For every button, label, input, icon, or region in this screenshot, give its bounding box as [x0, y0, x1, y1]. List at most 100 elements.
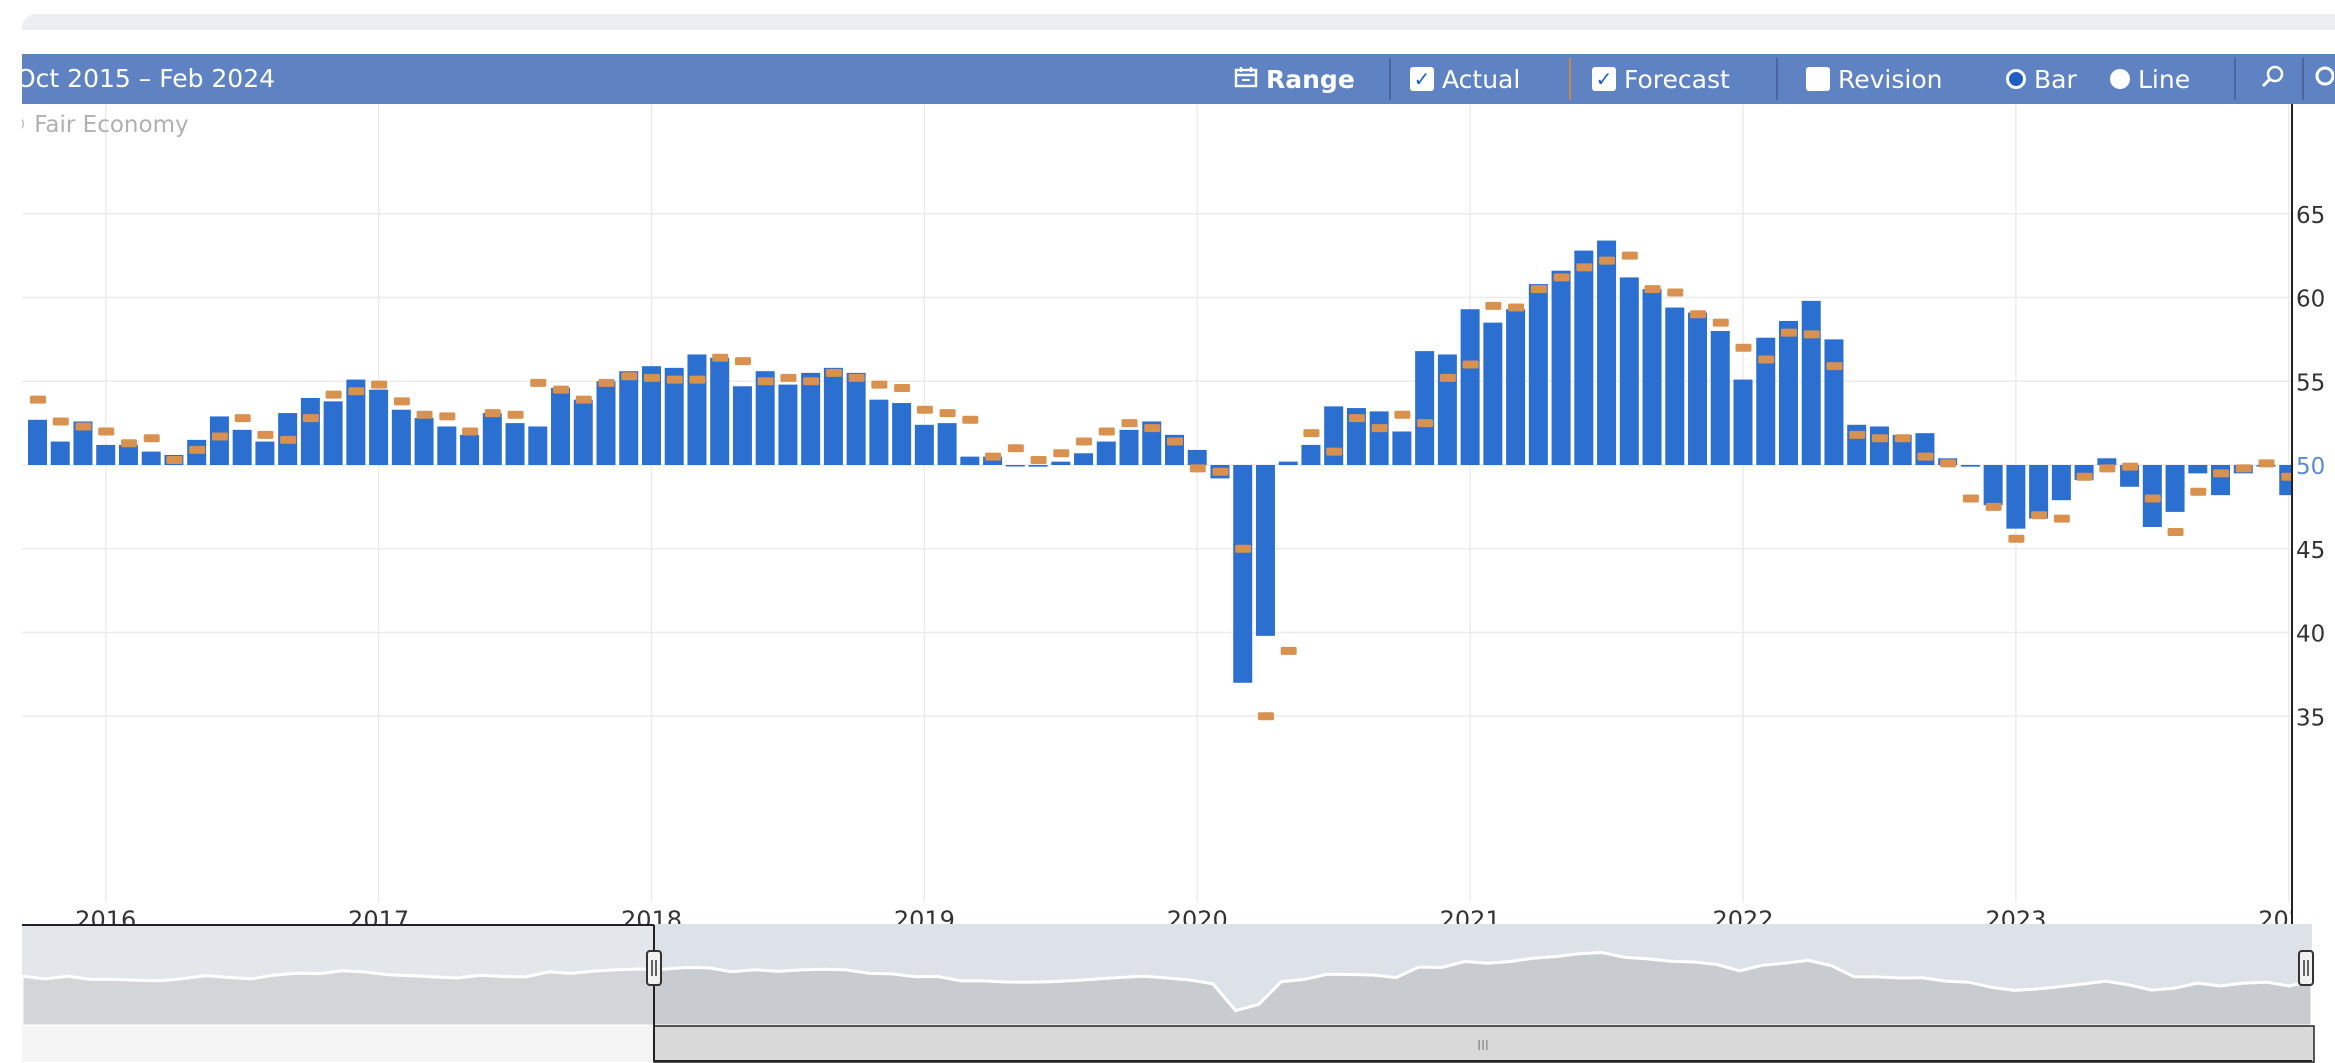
actual-bar [573, 399, 593, 465]
actual-bar [823, 367, 843, 465]
x-tick-label: 2017 [348, 906, 409, 924]
actual-bar [1005, 465, 1025, 467]
actual-bar [664, 367, 684, 465]
forecast-marker [1553, 273, 1570, 282]
navigator-handle-left[interactable] [646, 950, 662, 986]
forecast-marker [803, 377, 820, 386]
y-tick-label: 45 [2296, 538, 2325, 564]
actual-bar [232, 429, 252, 465]
actual-bar [914, 424, 934, 465]
actual-bar [1301, 444, 1321, 465]
actual-bar [687, 354, 707, 465]
navigator-unselected-shade [22, 924, 654, 1026]
actual-bar [1278, 461, 1298, 465]
actual-bar [710, 357, 730, 465]
actual-bar [1574, 250, 1594, 465]
actual-bar [96, 444, 116, 465]
forecast-marker [1712, 318, 1729, 327]
revision-toggle[interactable]: Revision [1806, 62, 1942, 96]
actual-bar [369, 389, 389, 465]
forecast-marker [734, 357, 751, 366]
forecast-marker [166, 455, 183, 464]
chart-frame: 2016 2017 2018 2019 2020 2021 2022 2023 2024 35 4… [22, 14, 2335, 1063]
actual-bar [1960, 465, 1980, 467]
actual-bar [2165, 465, 2185, 512]
actual-bar [1506, 309, 1526, 465]
line-radio[interactable] [2110, 69, 2130, 89]
forecast-marker [416, 410, 433, 419]
forecast-marker [1189, 464, 1206, 473]
forecast-marker [1894, 434, 1911, 443]
forecast-marker [1326, 447, 1343, 456]
forecast-toggle[interactable]: ✓ Forecast [1592, 62, 1730, 96]
forecast-marker [575, 395, 592, 404]
forecast-marker [484, 409, 501, 418]
forecast-marker [1098, 427, 1115, 436]
actual-bar [755, 371, 775, 465]
x-tick-label: 2022 [1712, 906, 1773, 924]
forecast-marker [939, 409, 956, 418]
forecast-marker [1144, 424, 1161, 433]
navigator-handle-right[interactable] [2298, 950, 2314, 986]
actual-bar [141, 451, 161, 465]
actual-bar [1028, 465, 1048, 467]
watermark: © Fair Economy [22, 112, 189, 138]
actual-bar [937, 423, 957, 465]
actual-bar [778, 384, 798, 465]
line-mode-option[interactable]: Line [2110, 62, 2190, 96]
settings-button[interactable] [2312, 62, 2335, 96]
actual-bar [960, 456, 980, 465]
forecast-marker [75, 422, 92, 431]
actual-checkbox[interactable]: ✓ [1410, 67, 1434, 91]
navigator-scrollbar-thumb[interactable] [653, 1025, 2315, 1063]
forecast-marker [1962, 494, 1979, 503]
actual-bar [1415, 351, 1435, 465]
actual-bar [1346, 408, 1366, 465]
actual-bar [1551, 270, 1571, 465]
forecast-marker [1508, 303, 1525, 312]
forecast-marker [1121, 419, 1138, 428]
forecast-marker [985, 452, 1002, 461]
actual-bar [1369, 411, 1389, 465]
actual-bar [209, 416, 229, 465]
forecast-marker [848, 373, 865, 382]
forecast-marker [1735, 343, 1752, 352]
forecast-marker [234, 414, 251, 423]
bar-radio[interactable] [2006, 69, 2026, 89]
actual-toggle[interactable]: ✓ Actual [1410, 62, 1520, 96]
forecast-marker [1871, 434, 1888, 443]
forecast-label: Forecast [1624, 64, 1730, 94]
forecast-marker [1053, 449, 1070, 458]
forecast-marker [1076, 437, 1093, 446]
bar-mode-option[interactable]: Bar [2006, 62, 2077, 96]
revision-checkbox[interactable] [1806, 67, 1830, 91]
forecast-marker [916, 405, 933, 414]
actual-bar [551, 387, 571, 465]
y-tick-label: 60 [2296, 287, 2325, 313]
forecast-marker [1576, 263, 1593, 272]
actual-bar [1688, 312, 1708, 465]
forecast-marker [712, 353, 729, 362]
actual-bar [1255, 465, 1275, 636]
settings-icon [2312, 63, 2335, 95]
forecast-marker [2122, 462, 2139, 471]
forecast-marker [1667, 288, 1684, 297]
forecast-marker [689, 375, 706, 384]
actual-bar [1051, 461, 1071, 465]
x-tick-label: 2023 [1985, 906, 2046, 924]
forecast-marker [1644, 285, 1661, 294]
forecast-marker [2144, 494, 2161, 503]
forecast-checkbox[interactable]: ✓ [1592, 67, 1616, 91]
bar-label: Bar [2034, 64, 2077, 94]
zoom-button[interactable] [2260, 62, 2286, 96]
range-button[interactable]: Range [1234, 62, 1355, 96]
actual-bar [2006, 465, 2026, 529]
forecast-marker [1257, 712, 1274, 721]
actual-bar [1756, 337, 1776, 465]
actual-bar [1460, 309, 1480, 465]
forecast-marker [280, 435, 297, 444]
y-tick-label: 35 [2296, 705, 2325, 731]
forecast-marker [1235, 544, 1252, 553]
forecast-marker [439, 412, 456, 421]
navigator[interactable]: III [22, 924, 2335, 1063]
